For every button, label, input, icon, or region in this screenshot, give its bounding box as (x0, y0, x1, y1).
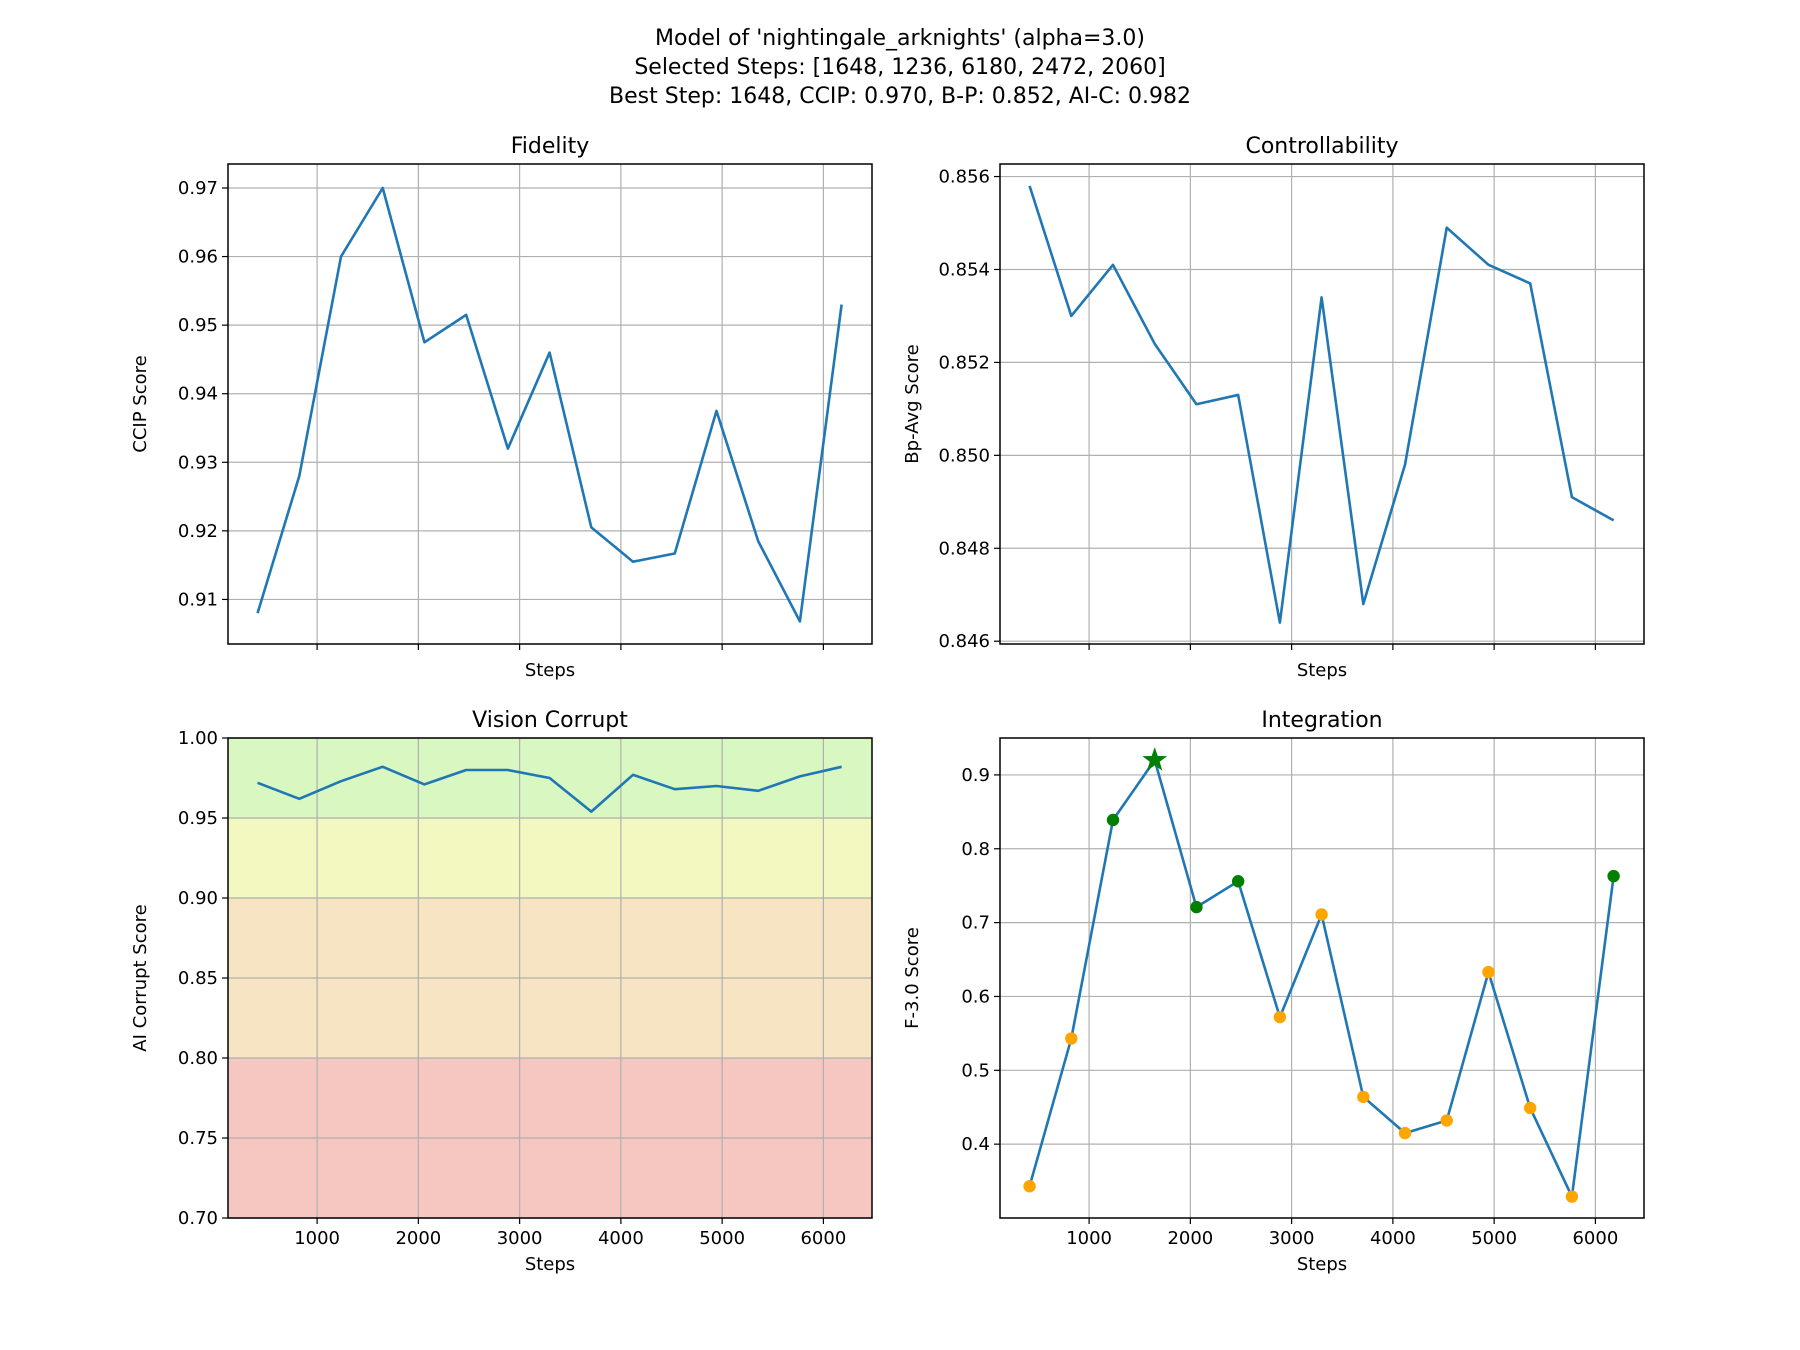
vision-corrupt-xtick-label-0: 1000 (294, 1228, 340, 1249)
controllability-panel: 0.846 0.848 0.850 0.852 0.854 0.856 Controlla… (902, 134, 1645, 681)
vision-corrupt-ytick-label-4: 0.90 (178, 888, 218, 909)
integration-xtick-label-0: 1000 (1066, 1228, 1112, 1249)
figure-title-line-3: Best Step: 1648, CCIP: 0.970, B-P: 0.852… (609, 84, 1191, 109)
vision-corrupt-ytick-label-2: 0.80 (178, 1048, 218, 1069)
figure-title-line-2: Selected Steps: [1648, 1236, 6180, 2472,… (634, 55, 1165, 80)
controllability-ytick-label-3: 0.852 (938, 352, 990, 373)
integration-best-step-star (1142, 747, 1168, 771)
integration-xtick-label-4: 5000 (1471, 1228, 1517, 1249)
integration-xtick-label-3: 4000 (1370, 1228, 1416, 1249)
integration-point-10 (1440, 1114, 1453, 1127)
integration-point-9 (1398, 1126, 1412, 1140)
fidelity-axes-frame (227, 163, 873, 645)
controllability-series-line (1028, 185, 1615, 624)
vision-corrupt-xtick-label-5: 6000 (800, 1228, 846, 1249)
integration-xtick-label-2: 3000 (1269, 1228, 1315, 1249)
vision-corrupt-xtick-label-4: 5000 (699, 1228, 745, 1249)
fidelity-series (256, 186, 843, 623)
integration-panel: 1000 2000 3000 4000 5000 6000 0.4 0.5 0.6 0.7 0.8 0… (902, 708, 1645, 1275)
controllability-ytick-label-1: 0.848 (938, 538, 990, 559)
fidelity-x-axis-label: Steps (525, 660, 575, 681)
controllability-ytick-label-2: 0.850 (938, 445, 990, 466)
integration-point-6 (1273, 1010, 1287, 1024)
integration-point-13 (1565, 1190, 1579, 1203)
fidelity-ytick-label-2: 0.93 (178, 452, 218, 473)
fidelity-ytick-label-0: 0.91 (178, 589, 218, 610)
fidelity-series-line (256, 186, 843, 623)
fidelity-ytick-label-6: 0.97 (178, 178, 218, 199)
vision-corrupt-panel: 1000 2000 3000 4000 5000 6000 0.70 0.75 0.80 0.85… (130, 708, 873, 1275)
fidelity-ytick-label-3: 0.94 (178, 384, 218, 405)
integration-xtick-label-5: 6000 (1572, 1228, 1618, 1249)
controllability-ytick-label-5: 0.856 (938, 167, 990, 188)
controllability-series (1028, 185, 1615, 624)
integration-ytick-label-0: 0.4 (961, 1134, 990, 1155)
vision-corrupt-band-1 (228, 818, 872, 898)
controllability-grid (1000, 164, 1644, 644)
integration-x-axis-label: Steps (1297, 1254, 1347, 1275)
vision-corrupt-title: Vision Corrupt (472, 708, 628, 733)
integration-xtick-label-1: 2000 (1167, 1228, 1213, 1249)
fidelity-ytick-label-1: 0.92 (178, 521, 218, 542)
vision-corrupt-series (257, 765, 842, 813)
integration-point-1 (1065, 1032, 1078, 1045)
fidelity-title: Fidelity (511, 134, 590, 159)
integration-point-0 (1023, 1180, 1036, 1193)
integration-point-7 (1315, 908, 1328, 921)
integration-ytick-label-5: 0.9 (961, 765, 990, 786)
integration-point-12 (1523, 1101, 1537, 1115)
integration-point-8 (1357, 1090, 1370, 1104)
vision-corrupt-ticks: 1000 2000 3000 4000 5000 6000 0.70 0.75 0.80 0.85… (178, 728, 846, 1249)
vision-corrupt-ytick-label-1: 0.75 (178, 1128, 218, 1149)
fidelity-ticks: 0.91 0.92 0.93 0.94 0.95 0.96 0.97 (178, 178, 824, 650)
fidelity-grid (228, 164, 872, 644)
vision-corrupt-ytick-label-6: 1.00 (178, 728, 218, 749)
integration-selected-point-2 (1106, 813, 1120, 827)
vision-corrupt-xtick-label-1: 2000 (395, 1228, 441, 1249)
vision-corrupt-x-axis-label: Steps (525, 1254, 575, 1275)
integration-series (1023, 747, 1620, 1203)
integration-grid (1000, 738, 1644, 1218)
integration-point-11 (1482, 965, 1495, 979)
vision-corrupt-y-axis-label: AI Corrupt Score (130, 904, 151, 1051)
integration-selected-point-5 (1231, 875, 1245, 888)
vision-corrupt-ytick-label-5: 0.95 (178, 808, 218, 829)
fidelity-ytick-label-4: 0.95 (178, 315, 218, 336)
integration-selected-point-14 (1607, 869, 1620, 883)
controllability-title: Controllability (1245, 134, 1398, 159)
integration-ytick-label-4: 0.8 (961, 839, 990, 860)
controllability-ticks: 0.846 0.848 0.850 0.852 0.854 0.856 (938, 167, 1596, 652)
vision-corrupt-xtick-label-3: 4000 (598, 1228, 644, 1249)
integration-title: Integration (1261, 708, 1382, 733)
integration-ytick-label-2: 0.6 (961, 986, 990, 1007)
controllability-y-axis-label: Bp-Avg Score (902, 344, 923, 463)
vision-corrupt-ytick-label-0: 0.70 (178, 1208, 218, 1229)
vision-corrupt-xtick-label-2: 3000 (497, 1228, 543, 1249)
fidelity-ytick-label-5: 0.96 (178, 247, 218, 268)
controllability-ytick-label-4: 0.854 (938, 259, 990, 280)
integration-ytick-label-3: 0.7 (961, 913, 990, 934)
integration-y-axis-label: F-3.0 Score (902, 927, 923, 1029)
integration-ticks: 1000 2000 3000 4000 5000 6000 0.4 0.5 0.6 0.7 0.8 0… (961, 765, 1618, 1249)
vision-corrupt-ytick-label-3: 0.85 (178, 968, 218, 989)
integration-axes-frame (999, 737, 1645, 1219)
vision-corrupt-series-line (257, 765, 842, 813)
integration-selected-point-4 (1190, 900, 1203, 914)
integration-ytick-label-1: 0.5 (961, 1060, 990, 1081)
figure-title-line-1: Model of 'nightingale_arknights' (alpha=… (655, 26, 1145, 51)
controllability-axes-frame (999, 163, 1645, 645)
controllability-x-axis-label: Steps (1297, 660, 1347, 681)
controllability-ytick-label-0: 0.846 (938, 631, 990, 652)
fidelity-panel: 0.91 0.92 0.93 0.94 0.95 0.96 0.97 Fidelity St… (130, 134, 873, 681)
fidelity-y-axis-label: CCIP Score (130, 355, 151, 452)
